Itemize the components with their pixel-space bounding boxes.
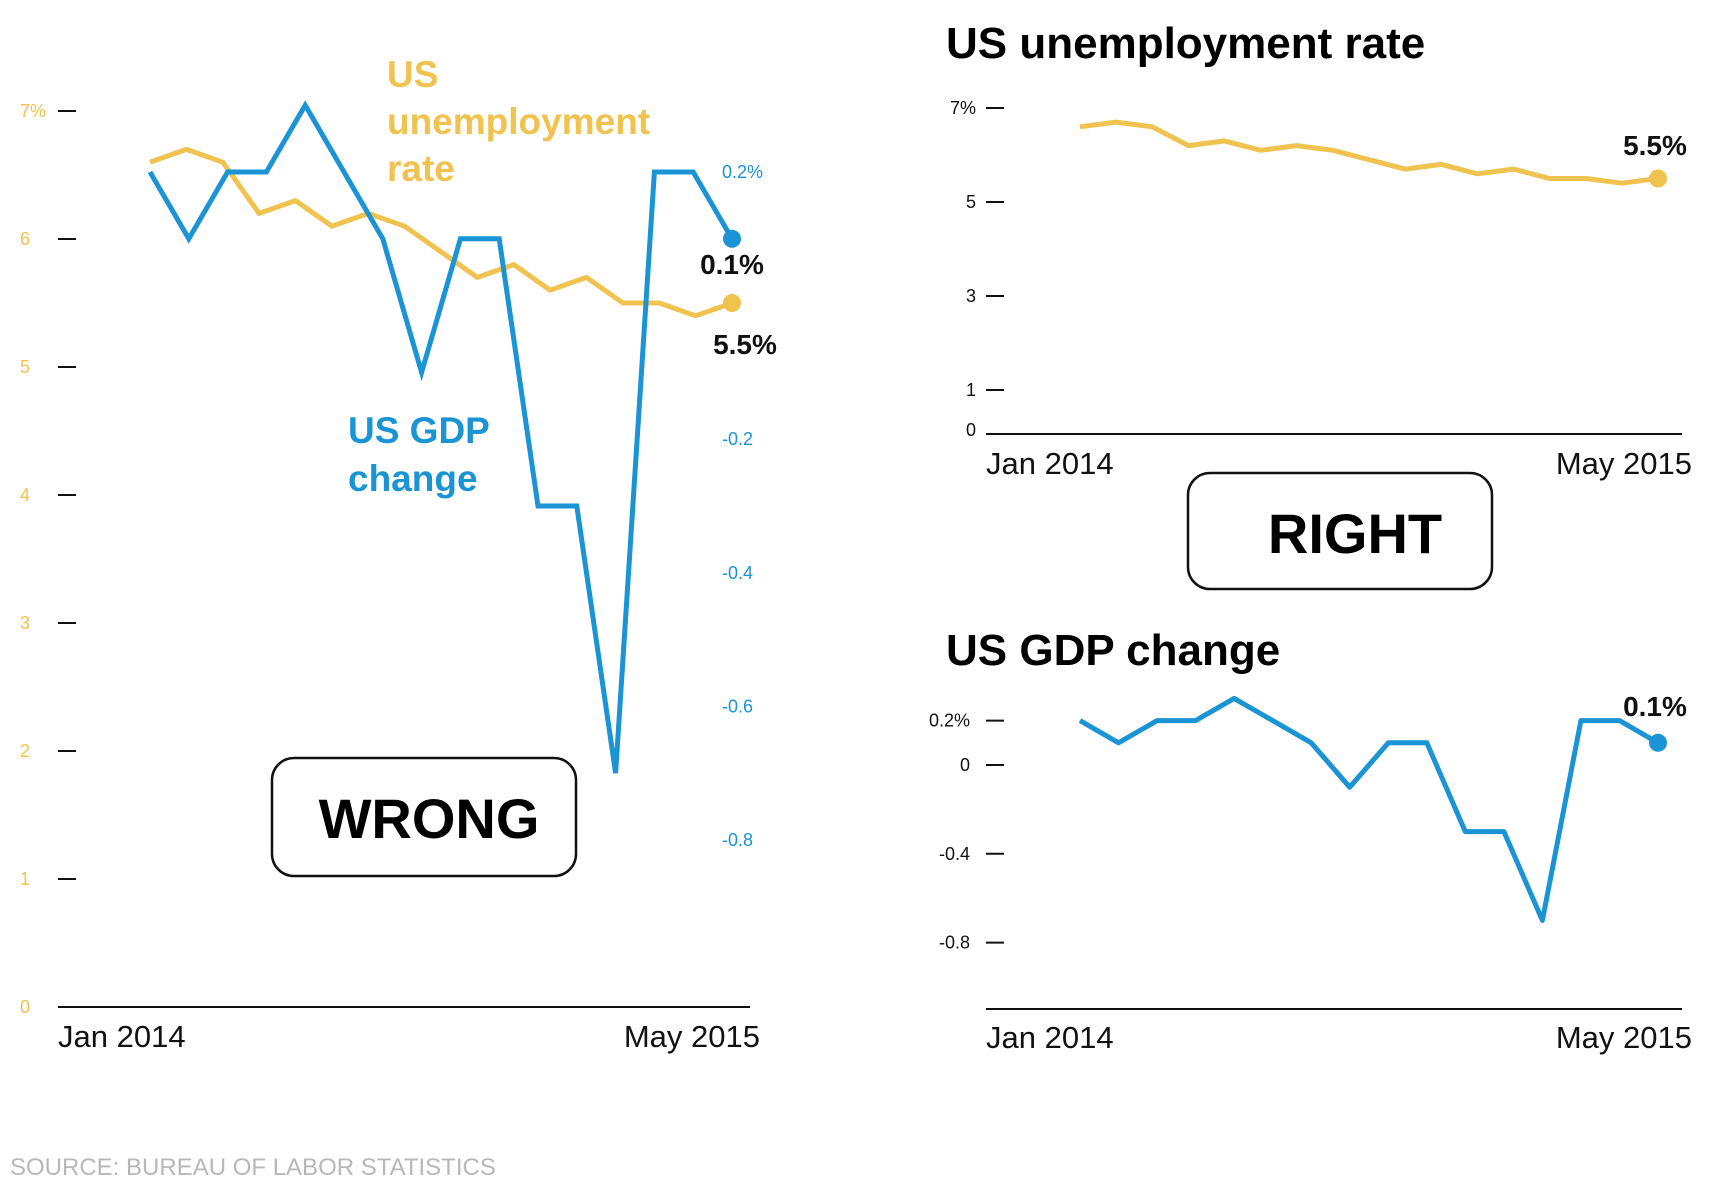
rb-y-tick-label: 0 bbox=[960, 755, 970, 775]
left-gdp-end-point bbox=[723, 229, 741, 248]
rt-y-tick-label: 7% bbox=[950, 98, 976, 118]
right-box bbox=[1186, 471, 1494, 591]
rb-y-ticks: 0.2% 0 -0.4 -0.8 bbox=[929, 711, 1004, 953]
right-gdp-chart: US GDP change 0.2% 0 -0.4 -0.8 Jan 2014 May… bbox=[929, 626, 1692, 1055]
left-right-y-ticks: 0.2% -0.2 -0.4 -0.6 -0.8 bbox=[722, 162, 763, 850]
rt-y-tick-label: 5 bbox=[966, 192, 976, 212]
left-gdp-end-label: 0.1% bbox=[700, 249, 764, 280]
gdp-chart-title: US GDP change bbox=[946, 626, 1280, 675]
rt-unemployment-line bbox=[1079, 119, 1659, 186]
rt-unemployment-end-label: 5.5% bbox=[1623, 130, 1687, 161]
left-y-tick-label: 3 bbox=[20, 613, 30, 633]
rt-y-tick-label: 3 bbox=[966, 286, 976, 306]
left-right-y-tick-label: -0.2 bbox=[722, 429, 753, 449]
left-y-tick-label: 1 bbox=[20, 869, 30, 889]
left-y-tick-label: 0 bbox=[20, 997, 30, 1017]
left-unemployment-end-label: 5.5% bbox=[713, 329, 777, 360]
rb-x-end-label: May 2015 bbox=[1556, 1020, 1692, 1055]
left-unemployment-series-label-1: US bbox=[387, 54, 438, 95]
left-unemployment-line bbox=[149, 146, 733, 319]
rb-gdp-end-label: 0.1% bbox=[1623, 691, 1687, 722]
left-unemployment-series-label-3: rate bbox=[387, 148, 455, 189]
left-right-y-tick-label: -0.6 bbox=[722, 696, 753, 716]
rt-y-ticks: 7% 5 3 1 0 bbox=[950, 98, 1004, 440]
left-y-tick-label: 7% bbox=[20, 101, 46, 121]
left-y-tick-label: 6 bbox=[20, 229, 30, 249]
left-unemployment-end-point bbox=[723, 294, 741, 312]
left-right-y-tick-label: 0.2% bbox=[722, 162, 763, 182]
rb-y-tick-label: 0.2% bbox=[929, 711, 970, 731]
wrong-label: WRONG bbox=[319, 787, 540, 850]
left-right-y-tick-label: -0.8 bbox=[722, 830, 753, 850]
left-right-y-tick-label: -0.4 bbox=[722, 563, 753, 583]
left-x-start-label: Jan 2014 bbox=[58, 1019, 186, 1054]
rt-x-start-label: Jan 2014 bbox=[986, 446, 1114, 481]
left-gdp-series-label-2: change bbox=[348, 458, 478, 499]
rt-unemployment-end-point bbox=[1649, 169, 1667, 188]
left-y-tick-label: 4 bbox=[20, 485, 30, 505]
left-unemployment-series-label-2: unemployment bbox=[387, 101, 650, 142]
wrong-box bbox=[270, 756, 578, 878]
left-y-tick-label: 5 bbox=[20, 357, 30, 377]
rt-x-end-label: May 2015 bbox=[1556, 446, 1692, 481]
left-y-ticks: 7% 6 5 4 3 2 1 0 bbox=[20, 101, 76, 1017]
rt-y-tick-label: 1 bbox=[966, 380, 976, 400]
left-y-tick-label: 2 bbox=[20, 741, 30, 761]
unemployment-chart-title: US unemployment rate bbox=[946, 19, 1425, 68]
right-label: RIGHT bbox=[1268, 502, 1442, 565]
rb-gdp-end-point bbox=[1649, 733, 1667, 752]
rb-x-start-label: Jan 2014 bbox=[986, 1020, 1114, 1055]
right-unemployment-chart: US unemployment rate 7% 5 3 1 0 Jan 2014 May… bbox=[946, 19, 1692, 591]
rb-y-tick-label: -0.8 bbox=[939, 933, 970, 953]
rb-y-tick-label: -0.4 bbox=[939, 844, 970, 864]
left-gdp-line bbox=[147, 100, 735, 774]
rt-y-tick-label: 0 bbox=[966, 420, 976, 440]
source-note: SOURCE: BUREAU OF LABOR STATISTICS bbox=[10, 1154, 496, 1181]
left-x-end-label: May 2015 bbox=[624, 1019, 760, 1054]
rb-gdp-line bbox=[1078, 695, 1660, 923]
left-gdp-series-label-1: US GDP bbox=[348, 410, 490, 451]
